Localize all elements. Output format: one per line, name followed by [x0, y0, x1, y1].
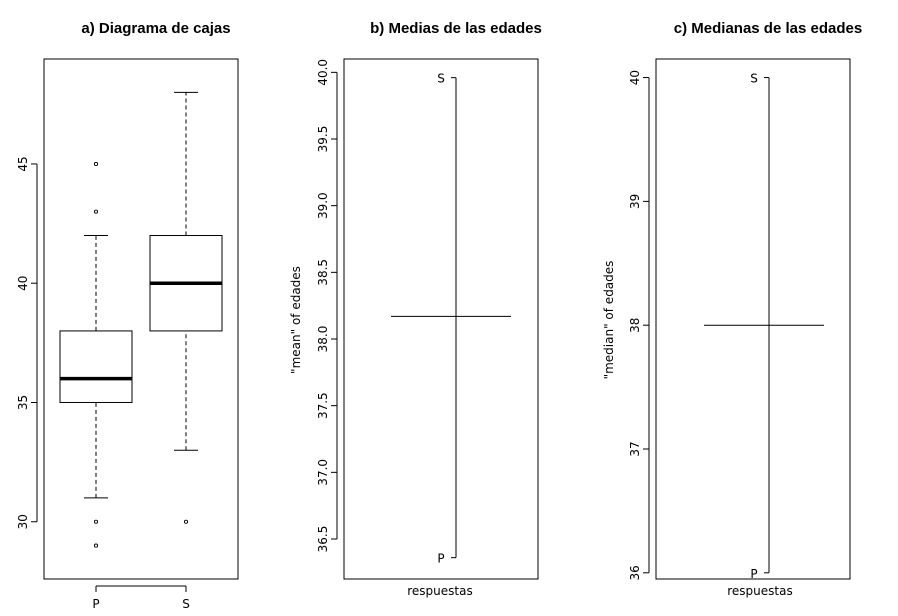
y-tick-label: 36 — [628, 565, 642, 580]
x-tick-label: S — [182, 597, 190, 611]
y-tick-label: 39.5 — [316, 126, 330, 153]
y-tick-label: 39 — [628, 194, 642, 209]
box-iqr — [59, 330, 133, 403]
panel-c-y-axis: 36 37 38 39 40 — [628, 70, 650, 580]
y-tick-label: 36.5 — [316, 526, 330, 553]
panel-b-title: b) Medias de las edades — [370, 20, 542, 37]
outlier-point — [93, 209, 99, 214]
panel-a-plot-frame — [43, 58, 239, 580]
panel-a-y-axis: 30 35 40 45 — [16, 156, 38, 529]
y-tick-label: 40 — [628, 70, 642, 85]
y-tick-label: 37.0 — [316, 459, 330, 486]
outlier-point — [183, 519, 189, 524]
y-tick-label: 38.0 — [316, 326, 330, 353]
y-tick-label: 38.5 — [316, 259, 330, 286]
y-tick-label: 35 — [16, 395, 30, 410]
y-tick-label: 40 — [16, 276, 30, 291]
point-label: S — [437, 72, 445, 86]
panel-c-medians: c) Medianas de las edades respuestas "me… — [602, 20, 862, 598]
y-tick-label: 38 — [628, 318, 642, 333]
panel-a-marks — [59, 91, 223, 548]
y-tick-label: 37.5 — [316, 392, 330, 419]
panel-b-means: b) Medias de las edades respuestas "mean… — [289, 20, 542, 598]
point-label: P — [750, 567, 757, 581]
panel-c-y-label: "median" of edades — [602, 261, 616, 380]
y-tick-label: 30 — [16, 514, 30, 529]
panel-b-plot-frame — [343, 58, 539, 580]
panel-c-marks: SP — [704, 72, 824, 581]
point-label: P — [437, 552, 444, 566]
y-tick-label: 39.0 — [316, 192, 330, 219]
panel-c-x-label: respuestas — [727, 584, 792, 598]
panel-b-x-label: respuestas — [407, 584, 472, 598]
outlier-point — [93, 161, 99, 167]
panel-b-y-label: "mean" of edades — [289, 266, 303, 374]
panel-c-title: c) Medianas de las edades — [674, 20, 862, 37]
y-tick-label: 40.0 — [316, 59, 330, 86]
panel-c-plot-frame — [655, 58, 851, 580]
panel-b-marks: SP — [391, 72, 511, 566]
outlier-point — [93, 543, 99, 548]
x-tick-label: P — [92, 597, 99, 611]
panel-a-title: a) Diagrama de cajas — [81, 20, 230, 37]
outlier-point — [93, 519, 99, 524]
panel-b-y-axis: 36.5 37.0 37.5 38.0 38.5 39.0 39.5 40.0 — [316, 59, 338, 553]
y-tick-label: 37 — [628, 441, 642, 456]
y-tick-label: 45 — [16, 156, 30, 171]
point-label: S — [750, 72, 758, 86]
